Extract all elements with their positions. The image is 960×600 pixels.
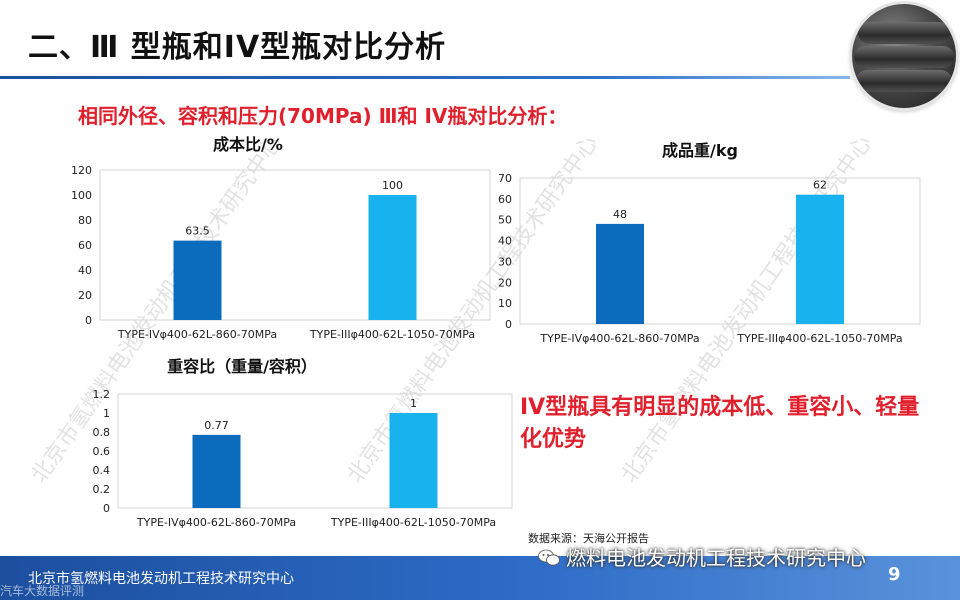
- cost-ratio-bar-1: [173, 240, 222, 320]
- cost-ratio-y-tick-label: 100: [71, 189, 92, 202]
- weight-volume-ratio-category-label-2: TYPE-IIIφ400-62L-1050-70MPa: [330, 516, 496, 529]
- product-weight-chart-svg: 成品重/kg 0 10 20 30 40 50 60 70 48 TYPE-IVφ400-62L-8…: [498, 141, 921, 345]
- weight-volume-ratio-chart-svg: 重容比（重量/容积） 0 0.2 0.4 0.6 0.8 1 1.2 0.77 TYPE-IVφ4…: [93, 357, 513, 529]
- cost-ratio-y-tick-label: 40: [78, 264, 92, 277]
- product-weight-y-tick-label: 20: [498, 276, 512, 289]
- wechat-icon: [538, 549, 560, 566]
- weight-volume-ratio-y-tick-label: 0: [103, 502, 110, 515]
- wechat-account-overlay: 燃料电池发动机工程技术研究中心: [538, 542, 866, 571]
- cost-ratio-y-tick-label: 120: [71, 164, 92, 177]
- product-weight-bar-2: [796, 194, 844, 324]
- cost-ratio-y-tick-label: 20: [78, 289, 92, 302]
- cost-ratio-y-tick-label: 80: [78, 214, 92, 227]
- product-weight-plot-area: [519, 177, 921, 325]
- product-weight-y-tick-label: 30: [498, 255, 512, 268]
- cost-ratio-category-label-2: TYPE-IIIφ400-62L-1050-70MPa: [309, 328, 475, 341]
- weight-volume-ratio-y-tick-label: 0.6: [93, 445, 111, 458]
- hydrogen-tanks-photo: [852, 4, 956, 108]
- product-weight-y-tick-label: 60: [498, 193, 512, 206]
- product-weight-bar-1: [596, 223, 644, 324]
- weight-volume-ratio-y-tick-label: 0.2: [93, 483, 111, 496]
- slide-title: 二、Ⅲ 型瓶和IV型瓶对比分析: [28, 30, 447, 65]
- weight-volume-ratio-data-label-2: 1: [410, 397, 417, 410]
- weight-volume-ratio-chart-title: 重容比（重量/容积）: [167, 357, 317, 376]
- weight-volume-ratio-y-tick-label: 1: [103, 407, 110, 420]
- weight-volume-ratio-plot-area: [117, 393, 513, 509]
- footer-brand-watermark: 汽车大数据评测: [0, 584, 85, 598]
- cost-ratio-y-tick-label: 60: [78, 239, 92, 252]
- wechat-account-name: 燃料电池发动机工程技术研究中心: [566, 546, 866, 570]
- product-weight-chart-title: 成品重/kg: [662, 141, 738, 160]
- data-source: 数据来源：天海公开报告: [528, 532, 649, 545]
- weight-volume-ratio-chart: 重容比（重量/容积） 0 0.2 0.4 0.6 0.8 1 1.2 0.77 TYPE-IVφ4…: [30, 354, 520, 544]
- footer-bar: 北京市氢燃料电池发动机工程技术研究中心 汽车大数据评测 9: [0, 556, 960, 600]
- footer-org-name: 北京市氢燃料电池发动机工程技术研究中心: [28, 571, 294, 587]
- cost-ratio-chart-svg: 成本比/% 0 20 40 60 80 100 120 63.5 TYPE-IVφ400-62L-…: [71, 135, 491, 341]
- product-weight-y-tick-label: 40: [498, 235, 512, 248]
- cost-ratio-y-tick-label: 0: [85, 314, 92, 327]
- product-weight-data-label-2: 62: [813, 179, 827, 192]
- cost-ratio-plot-area: [99, 169, 491, 321]
- product-weight-chart: 成品重/kg 0 10 20 30 40 50 60 70 48 TYPE-IVφ400-62L-8…: [490, 136, 940, 351]
- product-weight-y-tick-label: 50: [498, 214, 512, 227]
- weight-volume-ratio-y-tick-label: 1.2: [93, 388, 111, 401]
- product-weight-data-label-1: 48: [613, 208, 627, 221]
- page-number: 9: [888, 564, 901, 585]
- cost-ratio-chart-title: 成本比/%: [213, 135, 283, 154]
- product-weight-y-tick-label: 70: [498, 172, 512, 185]
- conclusion-text: IV型瓶具有明显的成本低、重容小、轻量化优势: [520, 395, 920, 452]
- cost-ratio-category-label-1: TYPE-IVφ400-62L-860-70MPa: [117, 328, 277, 341]
- weight-volume-ratio-y-tick-label: 0.8: [93, 426, 111, 439]
- weight-volume-ratio-data-label-1: 0.77: [204, 419, 229, 432]
- comparison-subtitle: 相同外径、容积和压力(70MPa) Ⅲ和 IV瓶对比分析：: [78, 104, 568, 128]
- weight-volume-ratio-bar-2: [389, 413, 438, 508]
- product-weight-category-label-2: TYPE-IIIφ400-62L-1050-70MPa: [736, 332, 902, 345]
- product-weight-y-tick-label: 10: [498, 297, 512, 310]
- weight-volume-ratio-category-label-1: TYPE-IVφ400-62L-860-70MPa: [136, 516, 296, 529]
- weight-volume-ratio-y-tick-label: 0.4: [93, 464, 111, 477]
- title-divider: [0, 76, 850, 79]
- cost-ratio-chart: 成本比/% 0 20 40 60 80 100 120 63.5 TYPE-IVφ400-62L-…: [30, 130, 500, 350]
- cost-ratio-data-label-2: 100: [382, 179, 403, 192]
- product-weight-category-label-1: TYPE-IVφ400-62L-860-70MPa: [539, 332, 699, 345]
- weight-volume-ratio-bar-1: [192, 434, 241, 508]
- product-weight-y-tick-label: 0: [505, 318, 512, 331]
- cost-ratio-bar-2: [368, 195, 417, 320]
- cost-ratio-data-label-1: 63.5: [185, 225, 210, 238]
